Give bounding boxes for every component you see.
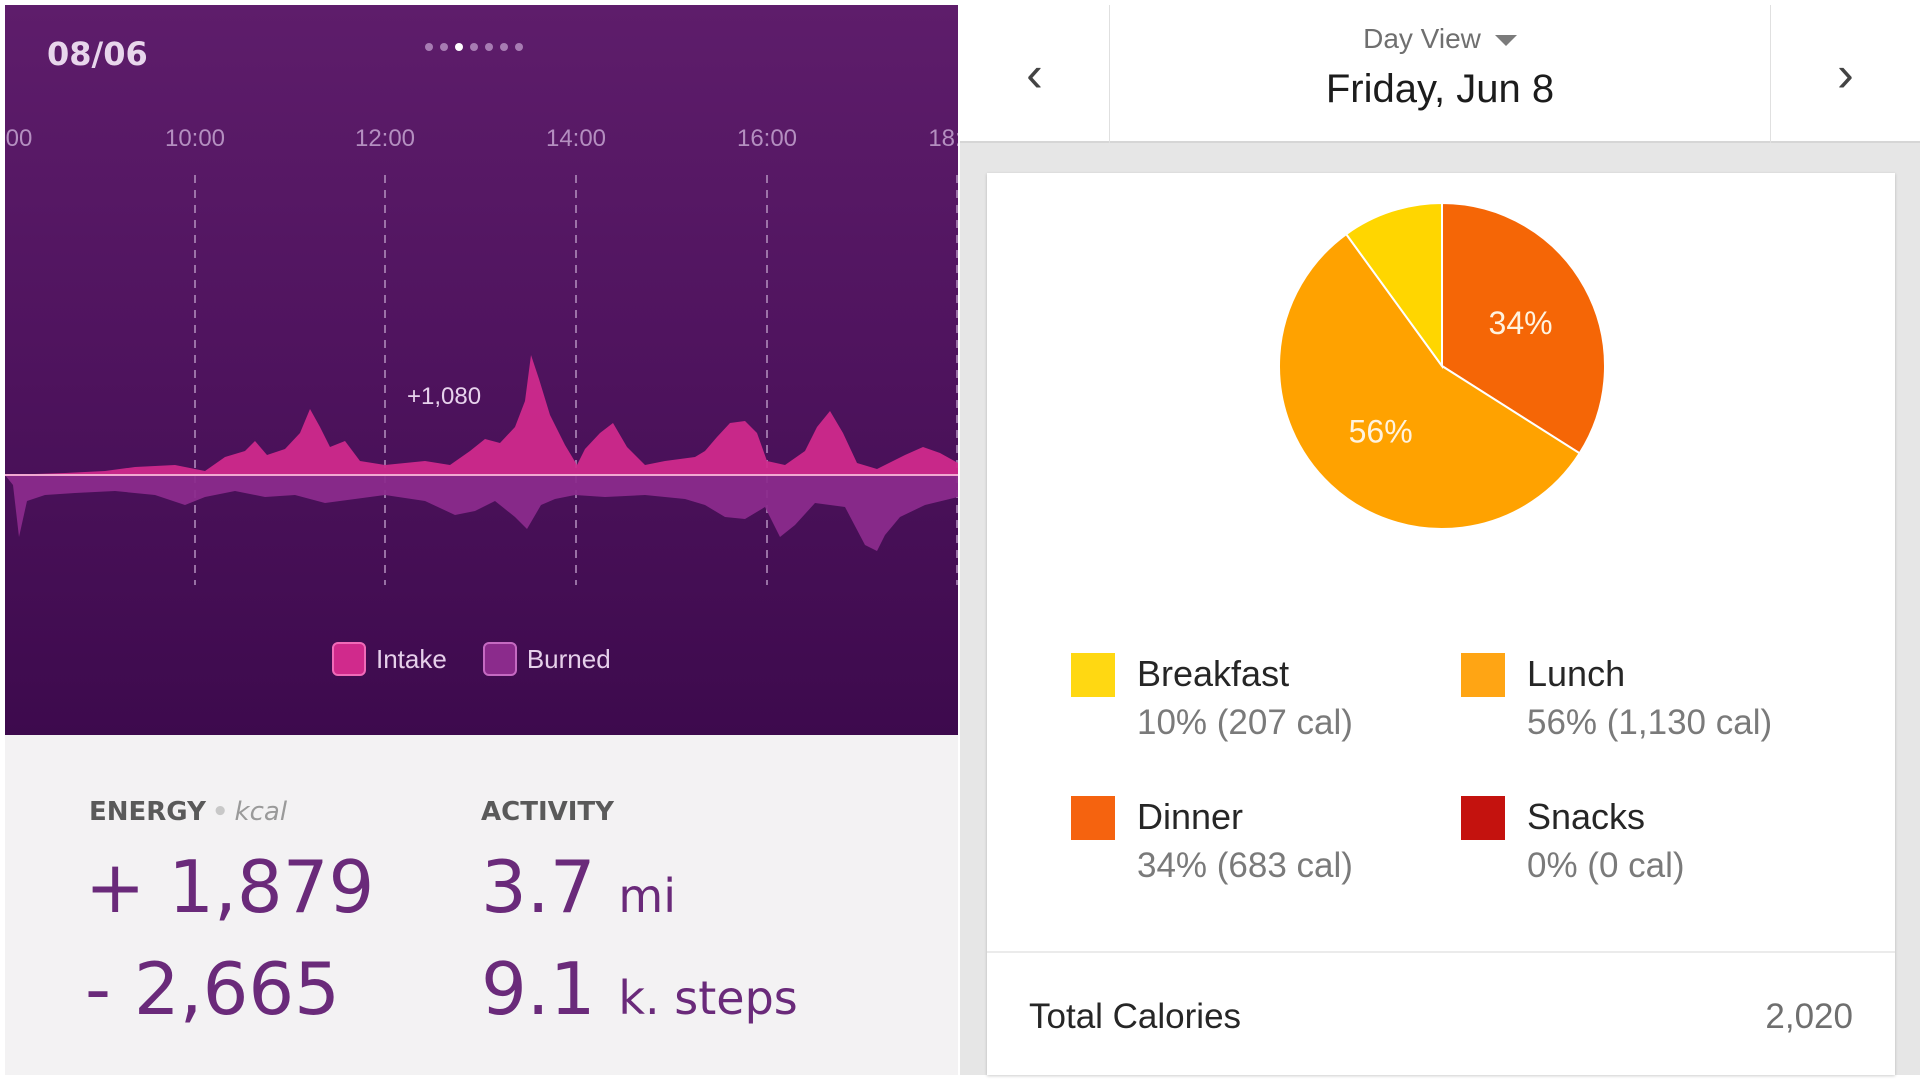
time-label: 00 [5, 125, 33, 152]
peak-label: +1,080 [407, 383, 482, 410]
intake-swatch [332, 642, 366, 676]
meal-name: Lunch [1527, 653, 1626, 694]
meal-name: Dinner [1137, 796, 1244, 837]
distance-value: 3.7 [481, 845, 596, 929]
chevron-left-icon: ‹ [1026, 46, 1043, 102]
pie-slice-breakfast[interactable] [1344, 201, 1443, 370]
energy-chart[interactable]: 08/06 00 10:00 12:00 14:00 16:00 18: [5, 5, 958, 735]
time-label: 18: [928, 125, 958, 152]
legend-intake-label: Intake [376, 643, 447, 674]
meals-panel: ‹ Day View Friday, Jun 8 › 34% 56% Breakf… [960, 5, 1920, 1075]
energy-burned-value: - 2,665 [85, 947, 340, 1031]
lunch-swatch [1461, 653, 1505, 697]
intake-area [5, 355, 958, 475]
legend-intake[interactable]: Intake [332, 642, 447, 676]
separator-dot: • [211, 797, 229, 827]
page-dot [470, 43, 478, 51]
meal-name: Snacks [1527, 796, 1646, 837]
meal-value: 34% (683 cal) [1137, 846, 1353, 885]
time-label: 14:00 [545, 125, 607, 152]
legend-burned[interactable]: Burned [482, 642, 611, 676]
dinner-swatch [1071, 796, 1115, 840]
energy-title: ENERGY [89, 797, 206, 827]
steps-unit: k. steps [618, 971, 798, 1025]
previous-day-button[interactable]: ‹ [960, 5, 1110, 143]
energy-graph [5, 175, 958, 585]
total-calories-value: 2,020 [1765, 997, 1853, 1036]
total-calories-row[interactable]: Total Calories 2,020 [987, 951, 1895, 1075]
page-indicator [425, 43, 523, 51]
burned-swatch [482, 642, 517, 676]
page-dot [515, 43, 523, 51]
meal-name: Breakfast [1137, 653, 1290, 694]
pie-label-lunch: 56% [1349, 413, 1413, 449]
chevron-right-icon: › [1837, 46, 1854, 102]
stats-summary: ENERGY • kcal ACTIVITY + 1,879 - 2,665 3.7… [5, 735, 958, 1075]
page-dot-active [455, 43, 463, 51]
current-day: Friday, Jun 8 [1325, 67, 1555, 111]
time-label: 16:00 [736, 125, 798, 152]
chart-legend: Intake Burned [332, 642, 637, 676]
view-label: Day View [1363, 23, 1481, 54]
meal-value: 10% (207 cal) [1137, 703, 1353, 742]
date-navigation: ‹ Day View Friday, Jun 8 › [960, 5, 1920, 143]
meal-value: 56% (1,130 cal) [1527, 703, 1773, 742]
energy-heading: ENERGY • kcal [89, 797, 287, 827]
legend-burned-label: Burned [526, 643, 611, 674]
page-dot [500, 43, 508, 51]
chart-date: 08/06 [47, 35, 148, 73]
energy-panel: 08/06 00 10:00 12:00 14:00 16:00 18: [5, 5, 958, 1075]
distance-stat: 3.7 mi [481, 845, 676, 929]
next-day-button[interactable]: › [1770, 5, 1920, 143]
steps-value: 9.1 [481, 947, 596, 1031]
pie-label-dinner: 34% [1489, 305, 1553, 341]
energy-intake-value: + 1,879 [85, 845, 375, 929]
caret-down-icon [1494, 35, 1517, 47]
pie-slice-lunch[interactable] [1278, 232, 1582, 530]
energy-unit: kcal [234, 797, 288, 827]
snacks-swatch [1461, 796, 1505, 840]
time-label: 10:00 [164, 125, 226, 152]
steps-stat: 9.1 k. steps [481, 947, 798, 1031]
page-dot [425, 43, 433, 51]
meal-value: 0% (0 cal) [1527, 846, 1685, 885]
burned-area [5, 475, 958, 551]
page-dot [440, 43, 448, 51]
calorie-breakdown-card: 34% 56% Breakfast 10% (207 cal) Lunch 56%… [987, 173, 1895, 1075]
total-calories-label: Total Calories [1029, 997, 1242, 1036]
page-dot [485, 43, 493, 51]
distance-unit: mi [618, 869, 676, 923]
breakfast-swatch [1071, 653, 1115, 697]
time-label: 12:00 [354, 125, 416, 152]
activity-heading: ACTIVITY [481, 797, 614, 827]
view-selector[interactable]: Day View [960, 23, 1920, 55]
meal-pie-chart: 34% 56% [1278, 201, 1606, 530]
